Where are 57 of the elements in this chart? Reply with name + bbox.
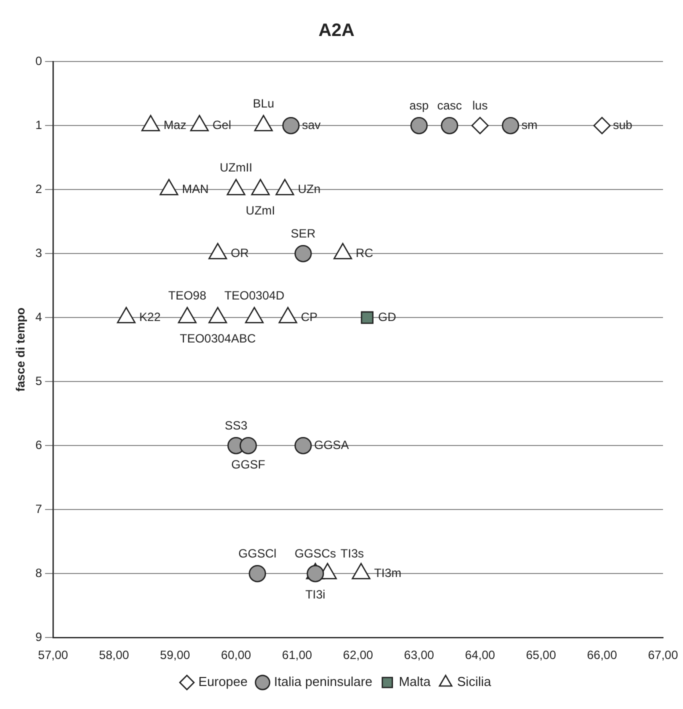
data-label: GGSA [314, 438, 349, 452]
x-tick-label: 64,00 [465, 648, 496, 662]
data-label: GGSF [231, 457, 266, 472]
data-label: TEO0304ABC [180, 331, 256, 346]
data-label: GGSCl [238, 546, 276, 560]
legend-label: Malta [398, 674, 432, 690]
x-tick-label: 60,00 [221, 648, 252, 662]
x-tick-label: 59,00 [160, 648, 190, 662]
data-label: Maz [164, 118, 186, 132]
y-tick-label: 2 [35, 182, 42, 196]
data-label: K22 [139, 310, 161, 324]
y-tick-label: 4 [35, 310, 42, 324]
x-tick-label: 58,00 [99, 648, 130, 662]
data-label: TEO98 [168, 288, 207, 302]
data-label: TEO0304D [224, 288, 285, 302]
x-tick-label: 67,00 [648, 648, 678, 662]
data-label: RC [356, 246, 374, 260]
data-label: TI3s [340, 546, 364, 560]
data-label: BLu [252, 96, 274, 110]
x-tick-label: 66,00 [586, 648, 618, 662]
y-tick-label: 6 [35, 438, 42, 452]
data-label: sav [302, 118, 321, 132]
x-tick-label: 65,00 [526, 648, 556, 662]
data-label: TI3i [305, 587, 326, 602]
data-label: UZn [298, 182, 321, 196]
data-label: SER [290, 226, 316, 240]
data-label: lus [472, 98, 488, 112]
data-label: sm [522, 118, 538, 132]
y-tick-label: 3 [35, 246, 42, 260]
x-tick-label: 62,00 [343, 648, 374, 662]
data-label: SS3 [224, 418, 248, 432]
data-label: UZmII [220, 160, 252, 174]
chart-title: A2A [318, 20, 355, 40]
x-tick-label: 63,00 [404, 648, 434, 662]
x-tick-label: 57,00 [38, 648, 68, 662]
data-label: OR [230, 246, 250, 260]
y-tick-label: 7 [35, 502, 42, 516]
data-label: MAN [182, 182, 209, 196]
x-tick-label: 61,00 [282, 648, 312, 662]
data-label: casc [437, 98, 462, 112]
legend-label: Europee [198, 674, 248, 690]
y-tick-label: 8 [35, 566, 42, 580]
data-label: CP [300, 310, 318, 324]
data-label: Gel [212, 118, 232, 132]
data-label: GGSCs [294, 546, 336, 560]
y-axis-title: fasce di tempo [14, 308, 28, 392]
y-tick-label: 9 [35, 630, 42, 644]
legend-label: Italia peninsulare [274, 674, 372, 690]
data-label: asp [409, 98, 430, 112]
data-label: GD [378, 310, 397, 324]
data-label: TI3m [374, 566, 402, 580]
y-tick-label: 5 [35, 374, 42, 388]
data-label: sub [613, 118, 633, 132]
data-label: UZmI [246, 203, 276, 218]
y-tick-label: 0 [35, 54, 42, 68]
y-tick-label: 1 [35, 118, 42, 132]
legend-label: Sicilia [457, 674, 492, 690]
